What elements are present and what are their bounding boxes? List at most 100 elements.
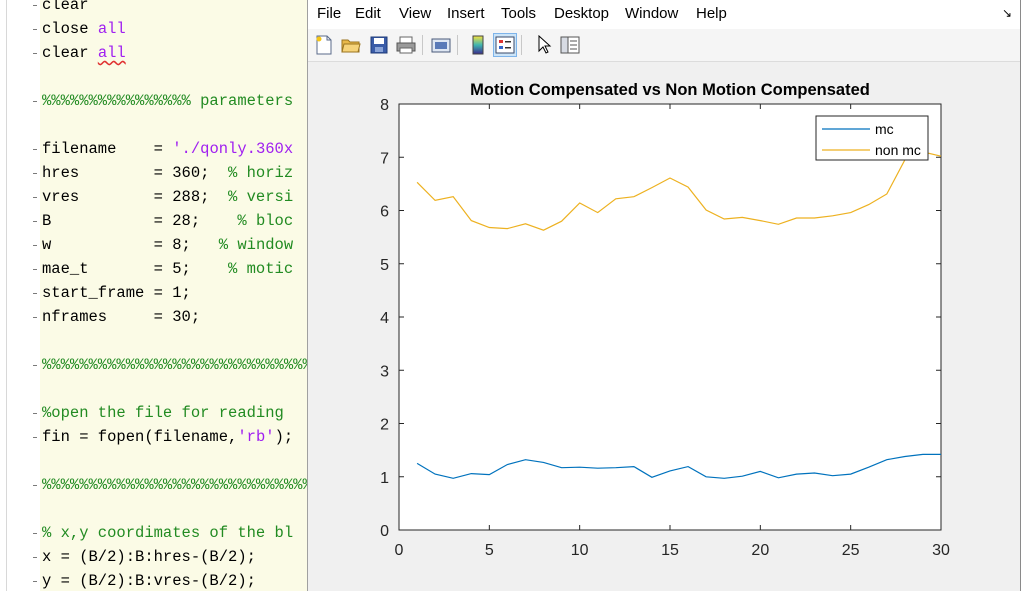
gutter-marker bbox=[33, 581, 37, 582]
gutter-marker bbox=[33, 269, 37, 270]
y-tick-label: 5 bbox=[380, 257, 389, 274]
menu-window[interactable]: Window bbox=[625, 5, 679, 22]
legend-box[interactable] bbox=[815, 115, 929, 161]
code-token: filename = bbox=[42, 140, 173, 158]
y-tick-label: 4 bbox=[380, 310, 389, 327]
code-line[interactable]: %open the file for reading bbox=[42, 401, 284, 425]
edit-plot-cursor-button[interactable] bbox=[532, 33, 556, 57]
y-tick-label: 1 bbox=[380, 470, 389, 487]
dock-arrow-icon[interactable]: ↘ bbox=[1001, 6, 1012, 20]
legend[interactable]: mc non mc bbox=[815, 115, 929, 161]
gutter-marker bbox=[33, 173, 37, 174]
code-line[interactable]: %%%%%%%%%%%%%%%% parameters bbox=[42, 89, 293, 113]
code-token: y = (B/2):B:vres-(B/2); bbox=[42, 572, 256, 590]
gutter-marker bbox=[33, 53, 37, 54]
code-area[interactable]: clear close all clear all%%%%%%%%%%%%%%%% … bbox=[40, 0, 308, 591]
code-token: x = (B/2):B:hres-(B/2); bbox=[42, 548, 256, 566]
code-line[interactable]: start_frame = 1; bbox=[42, 281, 191, 305]
code-line[interactable]: close all bbox=[42, 17, 126, 41]
code-line[interactable]: %%%%%%%%%%%%%%%%%%%%%%%%%%%%%%% bbox=[42, 353, 308, 377]
link-plot-button[interactable] bbox=[429, 33, 453, 57]
code-line[interactable]: mae_t = 5; % motic bbox=[42, 257, 293, 281]
open-file-button[interactable] bbox=[339, 33, 363, 57]
axes-box[interactable] bbox=[398, 103, 942, 531]
series-line-non-mc bbox=[416, 151, 942, 231]
print-figure-button[interactable] bbox=[394, 33, 418, 57]
code-line[interactable]: w = 8; % window bbox=[42, 233, 293, 257]
axes[interactable] bbox=[398, 103, 942, 531]
code-token: all bbox=[97, 44, 126, 62]
code-line[interactable]: clear bbox=[42, 0, 89, 17]
property-inspector-icon bbox=[560, 36, 580, 54]
code-token: 'rb' bbox=[237, 428, 275, 446]
gutter-divider bbox=[6, 0, 7, 591]
axis-ticks: 0 5 10 15 20 25 30 0 1 2 3 4 5 6 7 8 bbox=[380, 97, 950, 559]
menu-view[interactable]: View bbox=[399, 5, 432, 22]
code-line[interactable]: % x,y coordimates of the bl bbox=[42, 521, 293, 545]
edit-plot-cursor-icon bbox=[536, 35, 552, 55]
code-line[interactable]: B = 28; % bloc bbox=[42, 209, 293, 233]
insert-colorbar-button[interactable] bbox=[466, 33, 490, 57]
code-token: all bbox=[97, 20, 126, 38]
menu-edit[interactable]: Edit bbox=[355, 5, 381, 22]
gutter-marker bbox=[33, 29, 37, 30]
link-plot-icon bbox=[431, 36, 451, 54]
code-token: fin = fopen(filename, bbox=[42, 428, 238, 446]
property-inspector-button[interactable] bbox=[558, 33, 582, 57]
y-tick-label: 2 bbox=[380, 417, 389, 434]
save-figure-button[interactable] bbox=[367, 33, 391, 57]
code-token: % motic bbox=[228, 260, 294, 278]
menu-help[interactable]: Help bbox=[696, 5, 727, 22]
toolbar-separator bbox=[422, 35, 423, 55]
x-tick-label: 30 bbox=[932, 542, 950, 559]
editor-gutter bbox=[0, 0, 40, 591]
insert-legend-icon bbox=[495, 36, 515, 54]
menu-file[interactable]: File bbox=[317, 5, 342, 22]
code-token: % bloc bbox=[237, 212, 294, 230]
gutter-marker bbox=[33, 437, 37, 438]
gutter-marker bbox=[33, 485, 37, 486]
gutter-marker bbox=[33, 245, 37, 246]
insert-legend-button[interactable] bbox=[493, 33, 517, 57]
code-token: ); bbox=[274, 428, 294, 446]
menu-insert[interactable]: Insert bbox=[447, 5, 485, 22]
gutter-marker bbox=[33, 197, 37, 198]
code-token: w = 8; bbox=[42, 236, 219, 254]
menu-tools[interactable]: Tools bbox=[501, 5, 537, 22]
x-tick-label: 0 bbox=[395, 542, 404, 559]
code-line[interactable]: clear all bbox=[42, 41, 126, 65]
code-line[interactable]: fin = fopen(filename,'rb'); bbox=[42, 425, 293, 449]
y-tick-label: 3 bbox=[380, 363, 389, 380]
new-figure-icon bbox=[315, 35, 333, 55]
code-line[interactable]: y = (B/2):B:vres-(B/2); bbox=[42, 569, 256, 591]
code-line[interactable]: x = (B/2):B:hres-(B/2); bbox=[42, 545, 256, 569]
y-tick-label: 6 bbox=[380, 204, 389, 221]
y-tick-label: 8 bbox=[380, 97, 389, 114]
save-figure-icon bbox=[370, 36, 388, 54]
code-line[interactable]: %%%%%%%%%%%%%%%%%%%%%%%%%%%%%%% bbox=[42, 473, 308, 497]
plot-title: Motion Compensated vs Non Motion Compens… bbox=[470, 81, 870, 99]
code-line[interactable]: hres = 360; % horiz bbox=[42, 161, 293, 185]
code-line[interactable]: nframes = 30; bbox=[42, 305, 200, 329]
code-token: clear bbox=[42, 44, 98, 62]
y-tick-label: 7 bbox=[380, 150, 389, 167]
code-editor[interactable]: clear close all clear all%%%%%%%%%%%%%%%% … bbox=[0, 0, 308, 591]
code-line[interactable]: vres = 288; % versi bbox=[42, 185, 293, 209]
x-tick-label: 15 bbox=[661, 542, 679, 559]
code-token: % window bbox=[218, 236, 294, 254]
gutter-marker bbox=[33, 221, 37, 222]
menu-desktop[interactable]: Desktop bbox=[554, 5, 610, 22]
figure-toolbar bbox=[308, 29, 1020, 62]
toolbar-separator bbox=[521, 35, 522, 55]
x-tick-label: 20 bbox=[751, 542, 769, 559]
gutter-marker bbox=[33, 101, 37, 102]
code-token: % x,y coordimates of the bl bbox=[42, 524, 294, 542]
series-line-mc bbox=[416, 453, 941, 479]
x-tick-label: 5 bbox=[485, 542, 494, 559]
gutter-marker bbox=[33, 413, 37, 414]
open-file-icon bbox=[341, 36, 361, 54]
code-line[interactable]: filename = './qonly.360x bbox=[42, 137, 293, 161]
new-figure-button[interactable] bbox=[312, 33, 336, 57]
legend-label: non mc bbox=[875, 142, 921, 158]
code-token: clear bbox=[42, 0, 89, 14]
